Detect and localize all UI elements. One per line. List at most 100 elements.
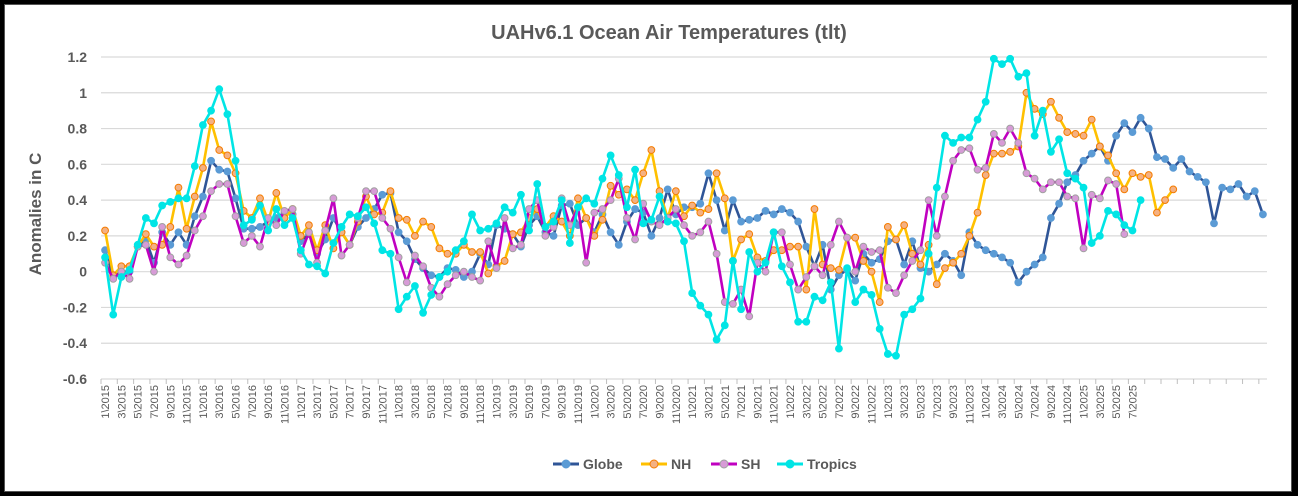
x-tick-label: 7\2018 xyxy=(443,385,455,419)
legend-marker xyxy=(561,459,571,469)
data-point xyxy=(663,185,672,194)
series-tropics xyxy=(101,54,1145,360)
data-point xyxy=(1079,131,1088,140)
data-point xyxy=(141,240,150,249)
x-tick-label: 5\2023 xyxy=(915,385,927,419)
data-point xyxy=(631,205,639,213)
data-point xyxy=(769,228,778,237)
data-point xyxy=(190,226,199,235)
data-point xyxy=(867,267,876,276)
data-point xyxy=(1038,253,1047,262)
data-point xyxy=(223,151,232,160)
data-point xyxy=(712,169,721,178)
data-point xyxy=(1136,113,1145,122)
data-point xyxy=(329,239,338,247)
data-point xyxy=(1047,97,1055,106)
data-point xyxy=(655,214,664,222)
data-point xyxy=(631,235,639,244)
x-tick-label: 7\2020 xyxy=(638,385,650,419)
data-point xyxy=(256,223,264,231)
data-point xyxy=(777,228,786,237)
data-point xyxy=(1128,226,1137,235)
data-point xyxy=(541,223,550,231)
data-point xyxy=(1169,164,1178,172)
data-point xyxy=(761,258,770,267)
data-point xyxy=(941,131,949,140)
data-point xyxy=(370,219,379,228)
data-point xyxy=(207,117,215,126)
data-point xyxy=(957,133,966,142)
data-point xyxy=(606,151,615,160)
data-point xyxy=(623,214,631,222)
data-point xyxy=(786,260,794,269)
data-point xyxy=(900,310,909,319)
x-tick-label: 3\2015 xyxy=(116,385,128,419)
data-point xyxy=(712,196,721,205)
data-point xyxy=(1112,210,1121,219)
data-point xyxy=(394,214,403,222)
data-point xyxy=(582,258,591,267)
data-point xyxy=(704,205,713,213)
data-point xyxy=(1006,258,1015,267)
data-point xyxy=(199,164,207,172)
data-point xyxy=(1104,176,1112,185)
data-point xyxy=(101,226,109,235)
series-line xyxy=(103,127,1126,318)
data-point xyxy=(875,246,884,255)
data-point xyxy=(402,215,411,224)
data-point xyxy=(443,249,452,258)
y-tick-label: 0.2 xyxy=(68,228,88,244)
x-tick-label: 11\2020 xyxy=(671,385,683,424)
gridlines xyxy=(101,56,1267,380)
data-point xyxy=(843,264,851,272)
data-point xyxy=(1250,187,1259,196)
data-point xyxy=(419,262,427,271)
data-point xyxy=(859,285,868,294)
x-tick-label: 11\2016 xyxy=(279,385,291,424)
x-tick-label: 3\2022 xyxy=(801,385,813,419)
data-point xyxy=(1014,72,1023,81)
data-point xyxy=(1112,131,1121,140)
data-point xyxy=(590,208,599,217)
data-point xyxy=(802,273,811,281)
data-point xyxy=(272,221,281,230)
data-point xyxy=(207,106,215,115)
data-point xyxy=(1071,194,1080,203)
data-point xyxy=(141,214,150,222)
data-point xyxy=(1071,174,1080,183)
data-point xyxy=(941,264,949,272)
x-tick-label: 3\2021 xyxy=(703,385,715,419)
x-tick-label: 3\2017 xyxy=(312,385,324,419)
data-point xyxy=(729,196,737,205)
data-point xyxy=(256,242,264,251)
x-tick-label: 5\2021 xyxy=(720,385,732,419)
data-point xyxy=(655,221,664,230)
x-tick-label: 7\2016 xyxy=(247,385,259,419)
data-point xyxy=(671,187,680,196)
data-point xyxy=(1014,278,1023,287)
data-point xyxy=(557,196,566,205)
data-point xyxy=(924,249,933,258)
data-point xyxy=(378,190,387,199)
data-point xyxy=(1055,135,1063,144)
data-point xyxy=(1128,169,1137,178)
data-point xyxy=(215,165,224,174)
data-point xyxy=(451,246,460,255)
data-point xyxy=(345,210,354,219)
data-point xyxy=(647,215,656,224)
x-tick-label: 1\2019 xyxy=(491,385,503,419)
y-tick-label: -0.2 xyxy=(63,299,87,315)
x-tick-label: 11\2021 xyxy=(769,385,781,424)
data-point xyxy=(639,169,648,178)
data-point xyxy=(883,283,892,292)
data-point xyxy=(1153,153,1161,162)
data-point xyxy=(174,260,183,269)
legend-item-globe: Globe xyxy=(553,456,623,472)
data-point xyxy=(1022,169,1031,178)
data-point xyxy=(745,215,754,224)
data-point xyxy=(1038,185,1047,194)
data-point xyxy=(908,305,917,314)
x-tick-label: 3\2024 xyxy=(997,385,1009,419)
data-point xyxy=(1063,128,1072,137)
data-point xyxy=(998,149,1006,158)
